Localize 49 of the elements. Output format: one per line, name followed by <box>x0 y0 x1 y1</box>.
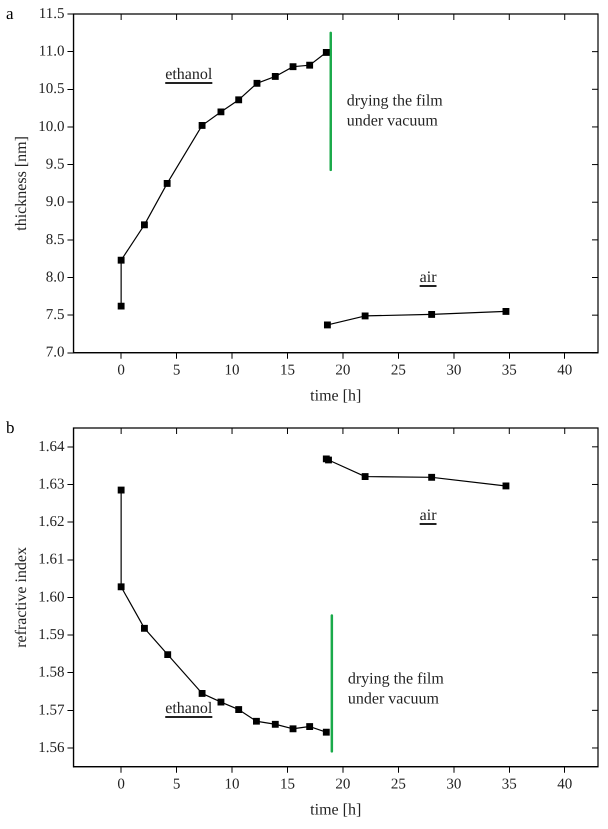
series-label: ethanol <box>165 64 212 85</box>
annotation: drying the film under vacuum <box>348 670 444 708</box>
series-label: air <box>420 268 437 288</box>
x-tick-label: 15 <box>280 362 295 379</box>
y-tick-label: 10.0 <box>38 118 64 135</box>
y-tick-label: 10.5 <box>38 81 64 98</box>
y-tick-label: 1.59 <box>38 626 64 643</box>
x-tick-label: 0 <box>117 776 125 793</box>
x-tick-label: 40 <box>557 362 572 379</box>
x-axis-title: time [h] <box>310 802 362 819</box>
x-tick-label: 5 <box>172 362 180 379</box>
chart-title: b <box>6 418 14 437</box>
y-tick-label: 1.64 <box>38 438 65 455</box>
y-tick-label: 1.58 <box>38 664 64 681</box>
x-tick-label: 25 <box>390 776 406 793</box>
y-axis-title: refractive index <box>12 546 30 648</box>
y-tick-label: 8.5 <box>46 232 64 248</box>
x-tick-label: 15 <box>280 776 295 793</box>
x-tick-label: 10 <box>224 362 240 379</box>
y-tick-label: 8.0 <box>46 269 64 286</box>
y-axis-title: thickness [nm] <box>12 136 30 231</box>
y-tick-label: 11.0 <box>38 44 64 60</box>
x-tick-label: 20 <box>335 776 350 793</box>
annotation: drying the film under vacuum <box>346 92 444 130</box>
y-tick-label: 1.63 <box>38 476 64 492</box>
series-label: air <box>420 506 437 526</box>
x-tick-label: 25 <box>390 362 406 379</box>
x-axis-title: time [h] <box>310 388 362 405</box>
y-tick-label: 1.61 <box>38 552 64 568</box>
series-label: ethanol <box>165 699 212 720</box>
x-tick-label: 0 <box>117 362 125 379</box>
y-tick-label: 7.0 <box>46 344 64 361</box>
chart-title: a <box>6 4 14 23</box>
x-tick-label: 35 <box>502 776 517 793</box>
y-tick-label: 11.5 <box>38 6 64 22</box>
y-tick-label: 1.60 <box>38 589 64 606</box>
x-tick-label: 35 <box>502 362 517 379</box>
x-tick-label: 10 <box>224 776 240 793</box>
x-tick-label: 40 <box>557 776 572 793</box>
y-tick-label: 1.57 <box>38 702 65 718</box>
y-tick-label: 9.0 <box>46 194 64 210</box>
y-tick-label: 9.5 <box>46 156 64 173</box>
y-tick-label: 1.62 <box>38 514 64 530</box>
x-tick-label: 30 <box>446 362 462 379</box>
y-tick-label: 1.56 <box>38 740 65 756</box>
x-tick-label: 30 <box>446 776 462 793</box>
y-tick-label: 7.5 <box>46 307 64 324</box>
x-tick-label: 5 <box>172 776 180 793</box>
x-tick-label: 20 <box>335 362 350 379</box>
